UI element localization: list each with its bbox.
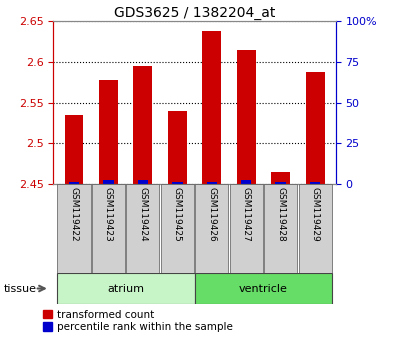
Bar (64, 115, 83, 184)
Text: GSM119429: GSM119429 (310, 187, 320, 241)
Bar (161, 184, 194, 273)
Bar (168, 111, 187, 184)
Bar (69, 182, 79, 184)
Bar (237, 50, 256, 184)
Bar (306, 72, 325, 184)
Bar (57, 184, 90, 273)
Bar (57, 273, 195, 304)
Bar (126, 184, 160, 273)
Bar (264, 184, 297, 273)
Bar (134, 66, 152, 184)
Text: GSM119426: GSM119426 (207, 187, 216, 241)
Bar (275, 182, 286, 184)
Bar (299, 184, 332, 273)
Text: GSM119424: GSM119424 (138, 187, 147, 241)
Text: tissue: tissue (4, 284, 37, 293)
Bar (207, 182, 217, 184)
Text: ventricle: ventricle (239, 284, 288, 293)
Bar (103, 180, 114, 184)
Bar (202, 31, 221, 184)
Bar (310, 182, 320, 184)
Text: GSM119427: GSM119427 (242, 187, 251, 241)
Text: GSM119428: GSM119428 (276, 187, 285, 241)
Legend: transformed count, percentile rank within the sample: transformed count, percentile rank withi… (43, 310, 233, 332)
Bar (241, 180, 251, 184)
Text: GSM119423: GSM119423 (104, 187, 113, 241)
Bar (195, 273, 332, 304)
Title: GDS3625 / 1382204_at: GDS3625 / 1382204_at (114, 6, 275, 20)
Bar (195, 184, 228, 273)
Bar (229, 184, 263, 273)
Text: GSM119425: GSM119425 (173, 187, 182, 241)
Bar (92, 184, 125, 273)
Text: atrium: atrium (107, 284, 144, 293)
Bar (172, 182, 182, 184)
Text: GSM119422: GSM119422 (70, 187, 79, 241)
Bar (99, 80, 118, 184)
Bar (271, 172, 290, 184)
Bar (138, 180, 148, 184)
